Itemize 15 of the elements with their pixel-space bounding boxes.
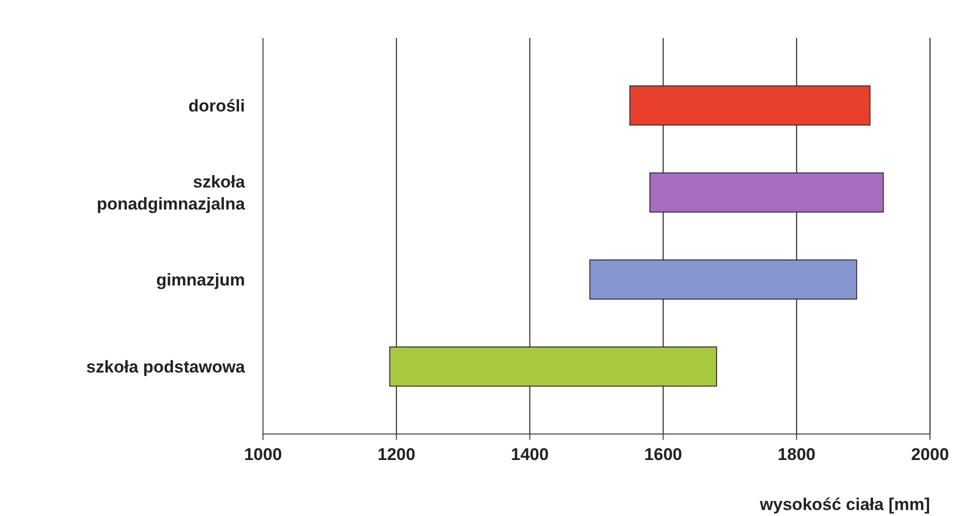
x-tick-label: 1600 bbox=[644, 445, 682, 464]
y-tick-label: szkoła podstawowa bbox=[86, 358, 246, 377]
x-tick-label: 1000 bbox=[244, 445, 282, 464]
bar bbox=[589, 259, 858, 300]
bar bbox=[629, 85, 870, 126]
bar bbox=[389, 346, 718, 387]
x-tick-label: 1400 bbox=[510, 445, 549, 464]
bar bbox=[649, 172, 884, 213]
x-axis-title: wysokość ciała [mm] bbox=[758, 495, 930, 514]
x-tick-label: 1800 bbox=[778, 445, 816, 464]
y-tick-label: dorośli bbox=[188, 96, 245, 116]
y-tick-label: szkoła ponadgimnazjalna bbox=[96, 172, 246, 214]
x-tick-label: 1200 bbox=[377, 445, 416, 464]
x-tick-label: 2000 bbox=[911, 445, 949, 464]
y-tick-label: gimnazjum bbox=[156, 270, 245, 290]
